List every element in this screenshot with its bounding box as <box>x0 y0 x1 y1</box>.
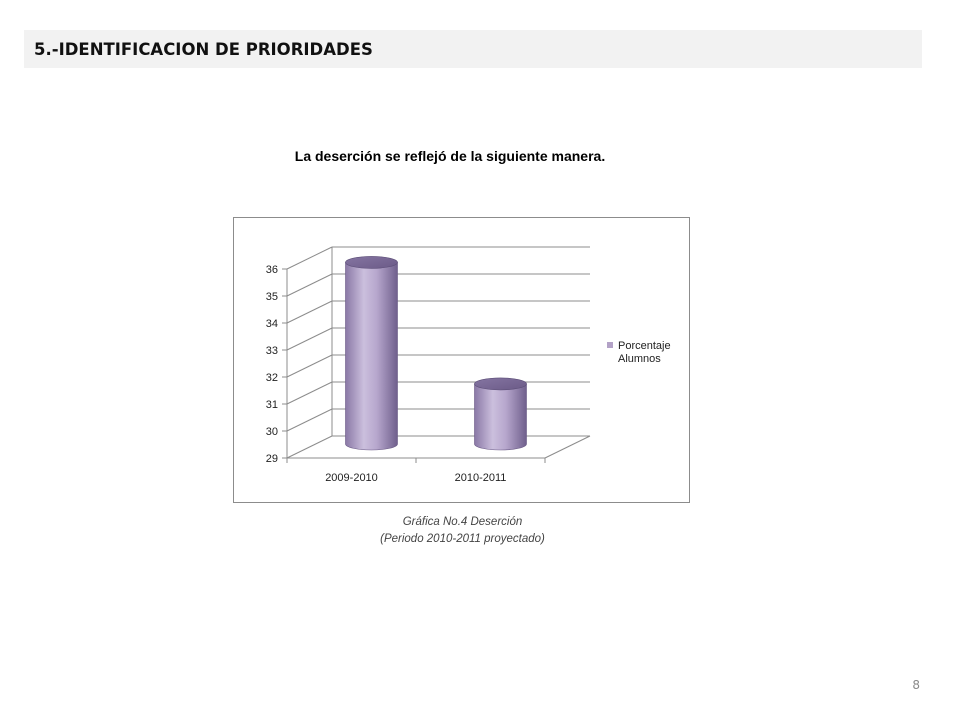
gridline-side <box>286 246 333 270</box>
bar-top <box>474 377 527 391</box>
gridline-side <box>286 354 333 378</box>
y-tick-label: 30 <box>266 426 278 438</box>
section-header: 5.-IDENTIFICACION DE PRIORIDADES <box>24 30 922 68</box>
y-tick-label: 36 <box>266 264 278 276</box>
chart-grid <box>282 246 591 463</box>
y-tick-label: 29 <box>266 453 278 465</box>
legend-label: Porcentaje <box>618 340 671 352</box>
x-tick-label: 2010-2011 <box>455 472 507 484</box>
page-number: 8 <box>912 678 920 692</box>
section-title: 5.-IDENTIFICACION DE PRIORIDADES <box>34 39 373 59</box>
intro-text: La deserción se reflejó de la siguiente … <box>294 148 606 164</box>
bar-top <box>345 256 398 269</box>
gridline-side <box>286 381 333 405</box>
floor-right-edge <box>544 435 591 459</box>
y-tick-label: 34 <box>266 318 278 330</box>
bar-2009-2010 <box>345 256 398 451</box>
bar-body <box>345 262 398 451</box>
bar-body <box>474 383 527 451</box>
legend-swatch <box>607 342 613 348</box>
y-tick-label: 31 <box>266 399 278 411</box>
x-tick-label: 2009-2010 <box>325 472 378 484</box>
chart-caption-period: (Periodo 2010-2011 proyectado) <box>380 533 545 545</box>
y-tick-label: 33 <box>266 345 278 357</box>
y-tick-label: 32 <box>266 372 278 384</box>
chart-caption-title: Gráfica No.4 Deserción <box>402 516 523 528</box>
y-tick-label: 35 <box>266 291 278 303</box>
desercion-chart: 29 30 31 32 33 34 35 36 2009-2010 2010-2011 Porce… <box>266 246 671 484</box>
gridline-side <box>286 300 333 324</box>
gridline-side <box>286 408 333 432</box>
gridline-side <box>286 435 333 459</box>
gridline-side <box>286 327 333 351</box>
legend-label: Alumnos <box>618 353 661 365</box>
chart-labels: 29 30 31 32 33 34 35 36 2009-2010 2010-2011 <box>266 264 507 484</box>
chart-frame: 29 30 31 32 33 34 35 36 2009-2010 2010-2011 Porce… <box>233 217 690 503</box>
gridline-side <box>286 273 333 297</box>
chart-bars <box>345 256 527 451</box>
bar-2010-2011 <box>474 377 527 451</box>
